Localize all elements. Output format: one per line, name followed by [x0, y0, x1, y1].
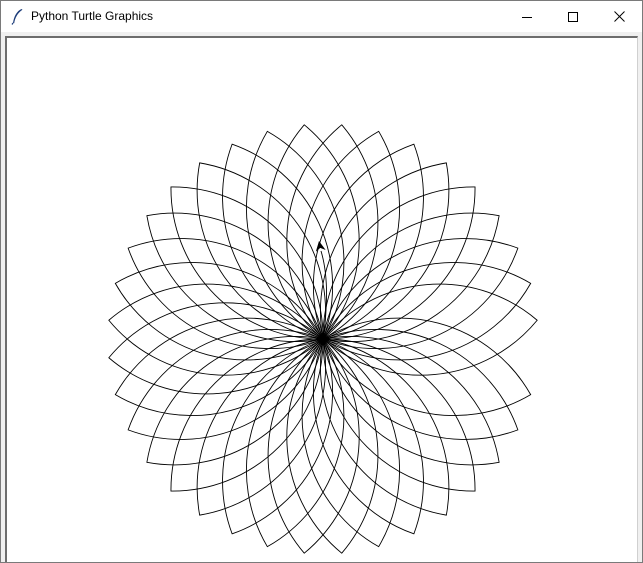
close-button[interactable]: [596, 1, 642, 32]
petal-6: [320, 162, 450, 340]
petal-29: [301, 338, 401, 548]
turtle-canvas-frame: [5, 36, 638, 562]
petal-19: [108, 302, 324, 395]
feather-icon: [10, 8, 24, 25]
petal-partial: [320, 250, 327, 340]
minimize-icon: [522, 16, 532, 18]
petal-1: [322, 283, 538, 376]
maximize-icon: [568, 11, 578, 22]
petal-35: [322, 317, 532, 417]
petal-9: [286, 124, 379, 340]
petal-34: [322, 329, 519, 440]
petal-20: [114, 317, 324, 417]
petal-27: [267, 338, 360, 554]
petal-13: [196, 162, 326, 340]
petal-10: [267, 124, 360, 340]
petal-24: [196, 338, 326, 516]
petal-32: [322, 338, 476, 492]
title-bar[interactable]: Python Turtle Graphics: [1, 1, 642, 32]
petal-18: [108, 283, 324, 376]
maximize-button[interactable]: [550, 1, 596, 32]
petal-25: [222, 338, 333, 535]
petal-5: [322, 186, 476, 340]
turtle-canvas[interactable]: [7, 38, 637, 562]
petal-30: [313, 338, 424, 535]
turtle-cursor: [315, 241, 326, 252]
petal-22: [146, 336, 324, 466]
petal-23: [170, 338, 324, 492]
petal-28: [286, 338, 379, 554]
petal-8: [301, 130, 401, 340]
petal-12: [222, 143, 333, 340]
petal-26: [245, 338, 345, 548]
petal-14: [170, 186, 324, 340]
petal-2: [322, 261, 532, 361]
close-icon: [613, 11, 625, 22]
window-title: Python Turtle Graphics: [31, 9, 154, 23]
petal-17: [114, 261, 324, 361]
petal-drawing: [108, 124, 538, 554]
petal-16: [127, 238, 324, 349]
petal-4: [322, 212, 500, 342]
petal-3: [322, 238, 519, 349]
petal-7: [313, 143, 424, 340]
petal-21: [127, 329, 324, 440]
petal-31: [320, 338, 450, 516]
petal-33: [322, 336, 500, 466]
petal-15: [146, 212, 324, 342]
minimize-button[interactable]: [504, 1, 550, 32]
petal-11: [245, 130, 345, 340]
